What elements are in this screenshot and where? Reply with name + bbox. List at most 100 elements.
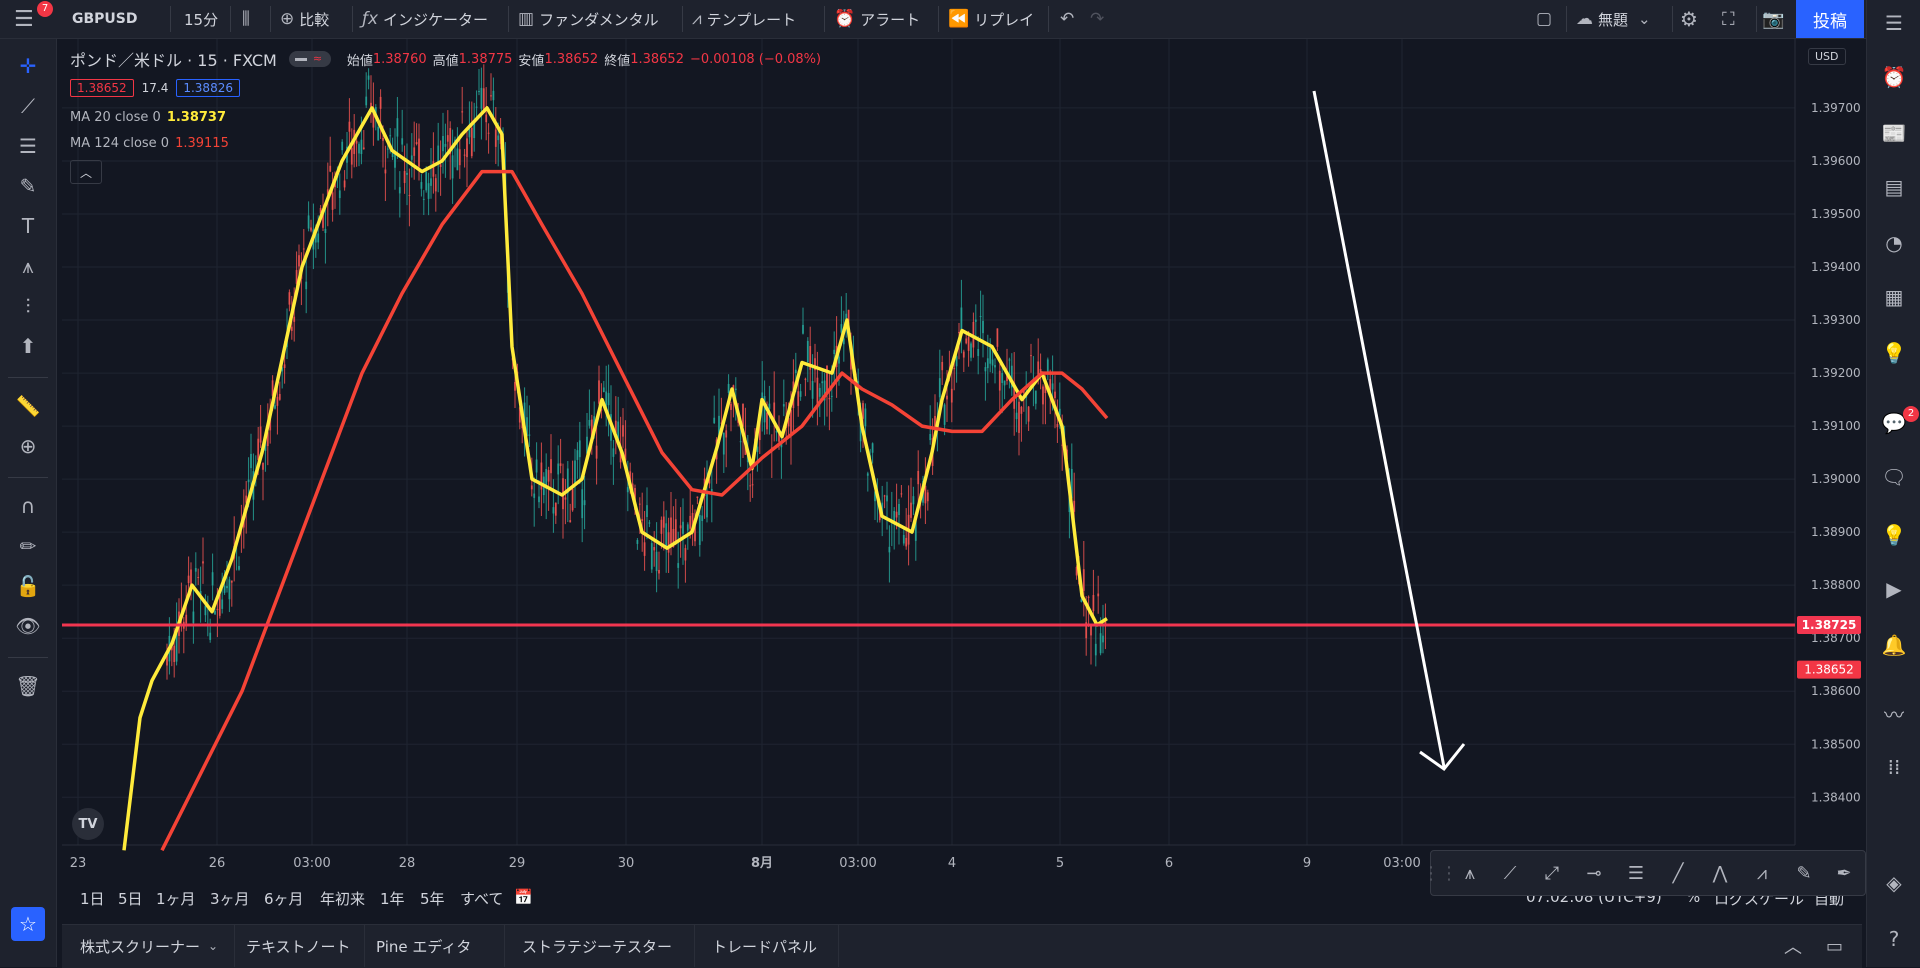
xabcd-pattern-icon[interactable]: ⋀ <box>1712 862 1728 884</box>
range-1d[interactable]: 1日 <box>80 890 105 908</box>
ideas-lightbulb-icon[interactable]: 💡 <box>1881 341 1907 365</box>
watchlist-icon[interactable]: ☰ <box>1885 11 1903 35</box>
ma20-legend[interactable]: MA 20 close 0 1.38737 <box>70 104 827 130</box>
candle-body <box>991 359 994 366</box>
eye-icon[interactable]: 👁 <box>15 614 41 638</box>
object-tree-icon[interactable]: ◈ <box>1886 871 1902 895</box>
lock-drawing-icon[interactable]: ✏ <box>19 534 37 558</box>
favorites-star-icon[interactable]: ☆ <box>11 907 45 941</box>
calendar-icon[interactable]: ▦ <box>1884 285 1904 309</box>
templates-button[interactable]: ⩘ テンプレート <box>692 0 796 38</box>
symbol-search[interactable]: GBPUSD <box>72 11 138 27</box>
messages-icon[interactable]: 🗨 <box>1881 465 1907 489</box>
ray-tool-icon[interactable]: ⟋ <box>1503 862 1517 884</box>
candle-body <box>826 365 828 394</box>
lock-icon[interactable]: 🔓 <box>15 574 41 598</box>
hotlists-icon[interactable]: ◔ <box>1885 231 1903 255</box>
streams-play-icon[interactable]: ▶ <box>1886 577 1902 601</box>
replay-button[interactable]: ⏪ リプレイ <box>948 0 1034 38</box>
range-5d[interactable]: 5日 <box>118 890 143 908</box>
candle-body <box>626 487 629 493</box>
currency-button[interactable]: USD <box>1808 48 1846 65</box>
dom-icon[interactable]: ⁞⁞ <box>1887 755 1901 779</box>
minimize-panel-icon[interactable]: ▭ <box>1826 935 1844 957</box>
order-panel-icon[interactable]: 〰 <box>1884 702 1904 727</box>
ruler-icon[interactable]: 📏 <box>15 394 41 418</box>
buy-button[interactable]: 1.38826 <box>176 79 240 97</box>
prediction-icon[interactable]: ⫶ <box>25 294 31 318</box>
redo-icon[interactable]: ↷ <box>1090 9 1105 29</box>
range-1y[interactable]: 1年 <box>380 890 405 908</box>
range-ytd[interactable]: 年初来 <box>320 890 366 908</box>
pattern-icon[interactable]: ⩚ <box>22 254 34 278</box>
compare-button[interactable]: ⊕ 比較 <box>280 0 329 38</box>
horizontal-ray-icon[interactable]: ⊸ <box>1586 862 1602 884</box>
collapse-legend-chevron-up-icon[interactable]: ︿ <box>70 160 102 184</box>
symbol-title[interactable]: ポンド／米ドル · 15 · FXCM <box>70 51 277 70</box>
parallel-channel-icon[interactable]: ☰ <box>1627 862 1645 884</box>
news-icon[interactable]: 📰 <box>1881 121 1907 145</box>
layout-name-button[interactable]: ☁ 無題 ⌄ <box>1576 0 1651 38</box>
alert-button[interactable]: ⏰ アラート <box>834 0 920 38</box>
candle-body <box>250 453 252 469</box>
indicators-button[interactable]: ƒx インジケーター <box>362 0 488 38</box>
head-shoulders-icon[interactable]: ⩘ <box>1756 862 1768 884</box>
range-5y[interactable]: 5年 <box>420 890 445 908</box>
trend-angle-icon[interactable]: ⤢ <box>1544 862 1560 884</box>
range-3m[interactable]: 3ヶ月 <box>210 890 250 908</box>
idea-stream-icon[interactable]: 💡 <box>1881 523 1907 547</box>
drag-handle-icon[interactable]: ⋮⋮ <box>1422 862 1458 884</box>
data-window-icon[interactable]: ▤ <box>1884 175 1904 199</box>
tab-strategy-tester[interactable]: ストラテジーテスター <box>522 937 673 956</box>
arrow-up-icon[interactable]: ⬆ <box>19 334 37 358</box>
line-tool-icon[interactable]: ╱ <box>1672 862 1684 884</box>
pattern-tool-icon[interactable]: ⩚ <box>1464 862 1476 884</box>
zoom-in-icon[interactable]: ⊕ <box>19 434 37 458</box>
chart-type-button[interactable]: ⫼ <box>242 0 255 38</box>
brush-tool-icon[interactable]: ✎ <box>1796 862 1812 884</box>
candle-body <box>170 646 173 651</box>
range-1m[interactable]: 1ヶ月 <box>156 890 196 908</box>
tradingview-logo[interactable]: TV <box>72 808 104 840</box>
time-tick-label: 30 <box>618 856 635 871</box>
tab-trade-panel[interactable]: トレードパネル <box>712 937 818 956</box>
undo-icon[interactable]: ↶ <box>1060 9 1075 29</box>
candle-body <box>1034 390 1037 404</box>
tab-stock-screener[interactable]: 株式スクリーナー ⌄ <box>80 925 218 967</box>
candle-body <box>905 537 908 547</box>
candle-body <box>898 503 900 516</box>
menu-icon[interactable]: ☰ <box>14 6 34 32</box>
settings-gear-icon[interactable]: ⚙ <box>1680 7 1698 31</box>
camera-icon[interactable]: 📷 <box>1762 8 1785 30</box>
trash-icon[interactable]: 🗑 <box>15 674 41 698</box>
sell-button[interactable]: 1.38652 <box>70 79 134 97</box>
tab-text-notes[interactable]: テキストノート <box>246 937 351 956</box>
range-all[interactable]: すべて <box>460 890 504 908</box>
candle-body <box>451 155 454 179</box>
interval-button[interactable]: 15分 <box>184 10 219 29</box>
tab-pine-editor[interactable]: Pine エディタ <box>376 937 472 956</box>
fundamentals-button[interactable]: ▥ ファンダメンタル <box>518 0 659 38</box>
fullscreen-icon[interactable]: ⛶ <box>1722 8 1735 30</box>
fib-retracement-icon[interactable]: ☰ <box>19 134 37 158</box>
trend-line-icon[interactable]: ⟋ <box>21 94 35 118</box>
goto-date-icon[interactable]: 📅 <box>514 888 533 906</box>
crosshair-icon[interactable]: ✛ <box>19 54 37 78</box>
price-chart[interactable]: 1.39700 1.39600 1.39500 1.39400 1.39300 1.392… <box>62 39 1866 882</box>
notifications-bell-icon[interactable]: 🔔 <box>1881 633 1907 657</box>
text-tool-icon[interactable]: T <box>21 214 35 238</box>
candle-body <box>739 441 742 443</box>
pen-tool-icon[interactable]: ✒ <box>1836 862 1852 884</box>
magnet-icon[interactable]: ∩ <box>20 494 36 518</box>
brush-icon[interactable]: ✎ <box>19 174 37 198</box>
candle-body <box>581 489 584 519</box>
alerts-clock-icon[interactable]: ⏰ <box>1881 65 1907 89</box>
market-status-toggle[interactable]: ≈ <box>288 51 331 67</box>
layout-select-icon[interactable]: ▢ <box>1536 9 1553 29</box>
ma124-legend[interactable]: MA 124 close 0 1.39115 <box>70 130 827 156</box>
post-button[interactable]: 投稿 <box>1796 0 1864 38</box>
range-6m[interactable]: 6ヶ月 <box>264 890 304 908</box>
chat-icon[interactable]: 💬 <box>1881 411 1907 435</box>
maximize-panel-chevron-up-icon[interactable]: ︿ <box>1784 937 1802 958</box>
help-icon[interactable]: ? <box>1888 927 1900 951</box>
